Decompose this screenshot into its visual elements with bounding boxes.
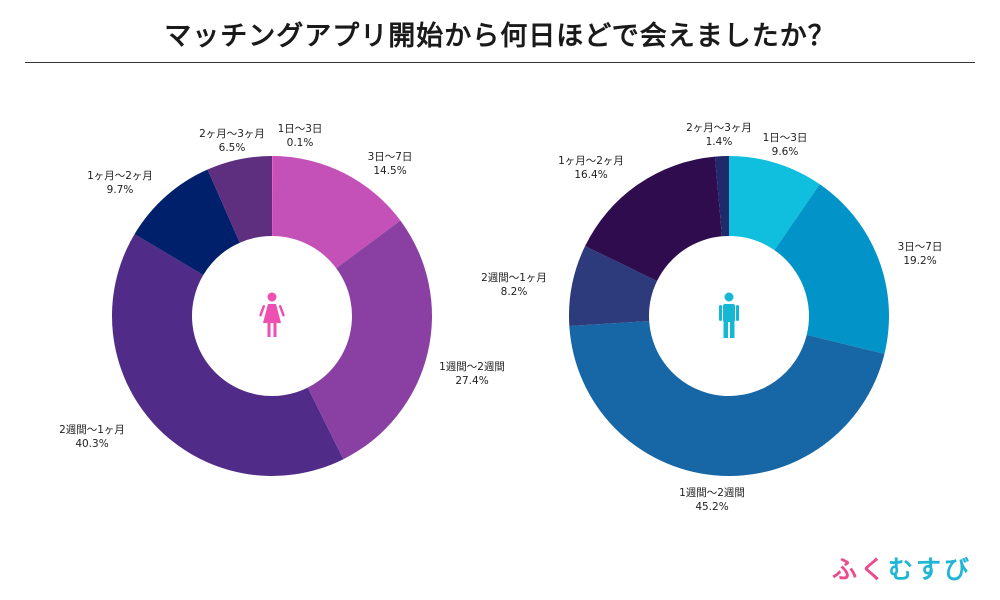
chart1-slice-5 xyxy=(134,169,240,276)
chart1-slice-5-value: 9.7% xyxy=(107,184,134,196)
chart1-slice-2-label: 3日〜7日 xyxy=(368,151,413,163)
chart2-slice-6-label: 2ヶ月〜3ヶ月 xyxy=(686,122,752,134)
chart2-slice-6 xyxy=(714,156,729,237)
chart2-slice-5-value: 16.4% xyxy=(574,169,607,181)
logo-text-part1: ふく xyxy=(831,555,888,584)
chart1-slice-4 xyxy=(112,234,344,476)
female-icon xyxy=(259,292,285,337)
chart1-slice-6 xyxy=(207,156,272,243)
chart1-slice-3-value: 27.4% xyxy=(455,375,488,387)
chart1-slice-3 xyxy=(307,220,433,460)
brand-logo: ふくむすび xyxy=(832,550,972,586)
logo-text-part2: むすび xyxy=(887,555,972,584)
chart1-slice-2-value: 14.5% xyxy=(373,165,406,177)
chart2-slice-1 xyxy=(729,156,820,251)
chart2-slice-4-value: 8.2% xyxy=(501,286,528,298)
chart2-slice-1-value: 9.6% xyxy=(772,146,799,158)
chart1-slice-1-value: 0.1% xyxy=(287,137,314,149)
chart1-slice-5-label: 1ヶ月〜2ヶ月 xyxy=(87,170,153,182)
chart1-slice-3-label: 1週間〜2週間 xyxy=(439,361,505,373)
chart2-slice-2 xyxy=(774,184,889,354)
chart1-slice-4-value: 40.3% xyxy=(75,438,108,450)
chart1-slice-1-label: 1日〜3日 xyxy=(278,123,323,135)
chart2-slice-5-label: 1ヶ月〜2ヶ月 xyxy=(558,155,624,167)
chart2-slice-2-label: 3日〜7日 xyxy=(898,241,943,253)
chart2-slice-6-value: 1.4% xyxy=(706,136,733,148)
chart2-slice-3-value: 45.2% xyxy=(695,501,728,513)
chart2-slice-3-label: 1週間〜2週間 xyxy=(679,487,745,499)
chart2-slice-4-label: 2週間〜1ヶ月 xyxy=(481,272,547,284)
chart2-slice-2-value: 19.2% xyxy=(903,255,936,267)
chart1-slice-6-value: 6.5% xyxy=(219,142,246,154)
chart2-slice-4 xyxy=(569,246,658,327)
chart1-slice-6-label: 2ヶ月〜3ヶ月 xyxy=(199,128,265,140)
chart2-slice-1-label: 1日〜3日 xyxy=(763,132,808,144)
chart1-slice-2 xyxy=(272,156,401,269)
chart-title: マッチングアプリ開始から何日ほどで会えましたか？ xyxy=(164,21,836,52)
title-divider xyxy=(25,62,975,63)
chart2-slice-5 xyxy=(585,156,722,282)
chart1-slice-4-label: 2週間〜1ヶ月 xyxy=(59,424,125,436)
male-icon xyxy=(719,292,739,338)
chart2-slice-3 xyxy=(569,321,885,476)
